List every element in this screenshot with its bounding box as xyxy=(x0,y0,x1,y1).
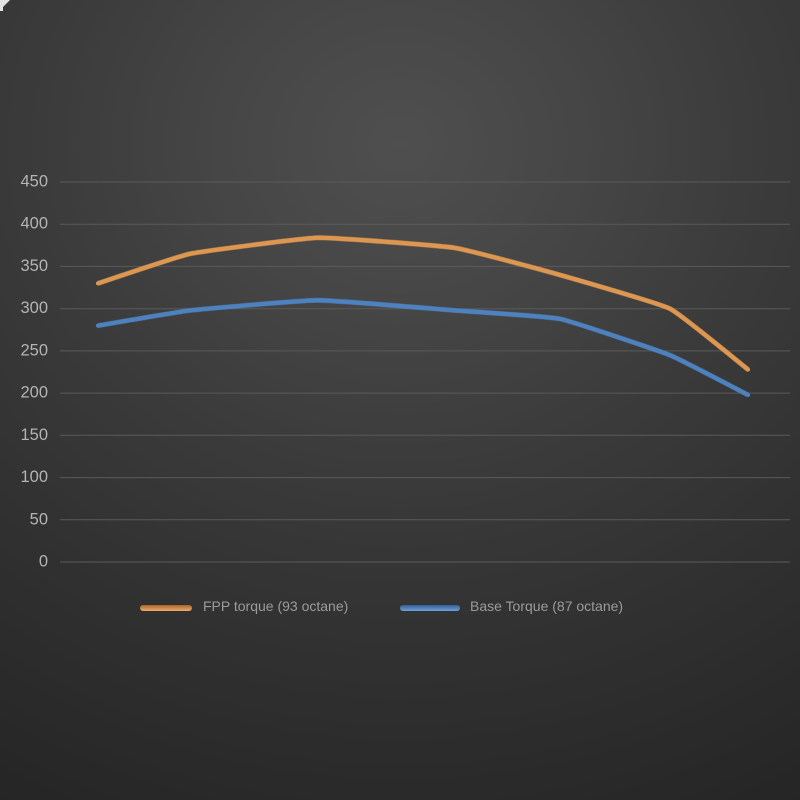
svg-text:400: 400 xyxy=(20,215,48,233)
svg-text:100: 100 xyxy=(20,468,48,486)
svg-text:150: 150 xyxy=(20,426,48,444)
svg-text:450: 450 xyxy=(20,173,48,191)
svg-text:250: 250 xyxy=(20,341,48,359)
svg-text:350: 350 xyxy=(20,257,48,275)
svg-text:0: 0 xyxy=(39,553,48,571)
svg-text:200: 200 xyxy=(20,384,48,402)
svg-text:300: 300 xyxy=(20,299,48,317)
svg-text:50: 50 xyxy=(30,510,48,528)
